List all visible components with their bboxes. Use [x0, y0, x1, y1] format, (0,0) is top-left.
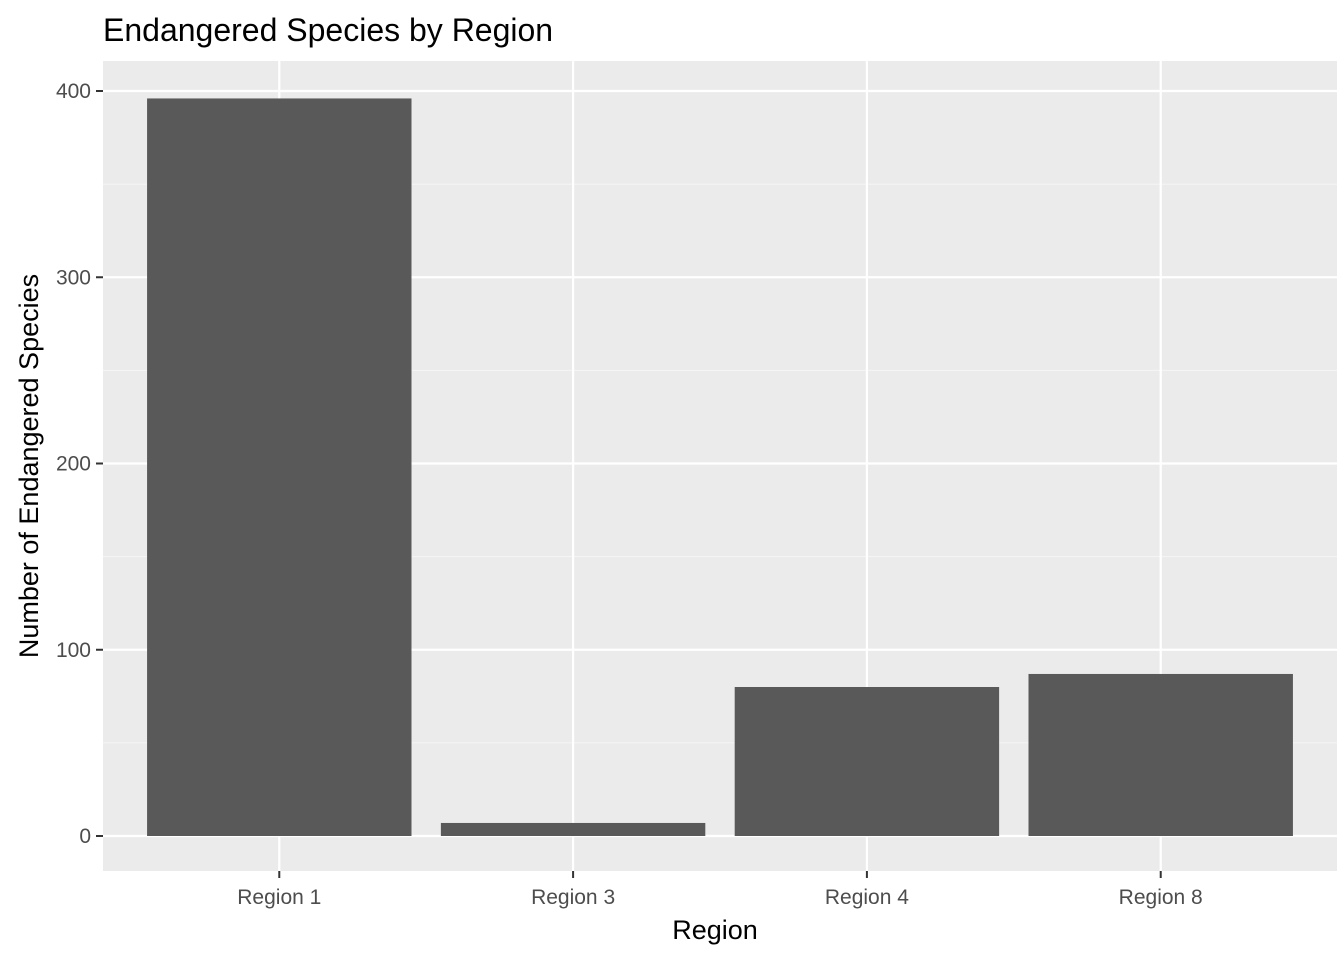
y-axis: 0 100 200 300 400: [56, 80, 103, 848]
y-axis-title: Number of Endangered Species: [14, 274, 44, 658]
chart-title: Endangered Species by Region: [103, 12, 553, 48]
y-tick-label: 200: [56, 453, 91, 476]
y-tick-label: 100: [56, 639, 91, 662]
x-tick-label: Region 3: [531, 886, 615, 909]
x-axis: Region 1 Region 3 Region 4 Region 8: [237, 871, 1203, 909]
x-tick-label: Region 4: [825, 886, 909, 909]
bar-region-3: [440, 822, 706, 836]
x-tick-label: Region 1: [237, 886, 321, 909]
x-axis-title: Region: [672, 915, 758, 945]
bar-region-8: [1028, 673, 1293, 836]
bars: [147, 98, 1293, 836]
y-tick-label: 0: [79, 825, 91, 848]
y-tick-label: 400: [56, 80, 91, 103]
bar-region-4: [734, 687, 1000, 836]
y-tick-label: 300: [56, 266, 91, 289]
x-tick-label: Region 8: [1119, 886, 1203, 909]
bar-region-1: [147, 98, 412, 836]
